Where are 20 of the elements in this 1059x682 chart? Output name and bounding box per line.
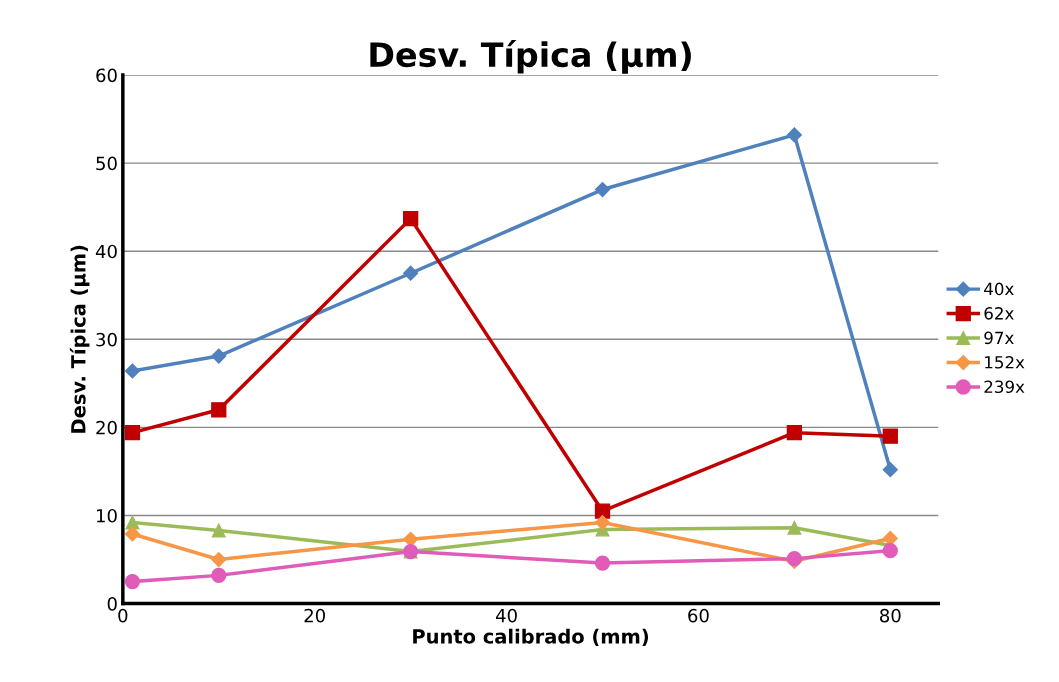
chart-title: Desv. Típica (µm) xyxy=(370,40,691,74)
y-tick-label: 0 xyxy=(107,597,117,611)
legend-label: 239x xyxy=(984,380,1025,394)
y-tick-label: 40 xyxy=(95,244,117,259)
x-tick-label: 0 xyxy=(118,608,128,623)
y-tick-label: 20 xyxy=(96,420,117,435)
y-tick-label: 60 xyxy=(96,68,117,83)
x-axis-title: Punto calibrado (mm) xyxy=(413,628,649,647)
x-tick-label: 60 xyxy=(688,608,709,623)
y-tick-label: 30 xyxy=(96,332,117,347)
legend-label: 97x xyxy=(984,331,1014,345)
legend-label: 152x xyxy=(985,355,1025,369)
x-tick-label: 80 xyxy=(880,608,901,623)
legend-label: 40x xyxy=(984,282,1014,296)
y-tick-label: 10 xyxy=(96,508,117,523)
y-tick-label: 50 xyxy=(96,156,117,171)
x-tick-label: 40 xyxy=(495,608,517,623)
y-axis-title: Desv. Típica (µm) xyxy=(69,245,90,433)
legend-label: 62x xyxy=(984,307,1014,320)
x-tick-label: 20 xyxy=(304,608,325,623)
